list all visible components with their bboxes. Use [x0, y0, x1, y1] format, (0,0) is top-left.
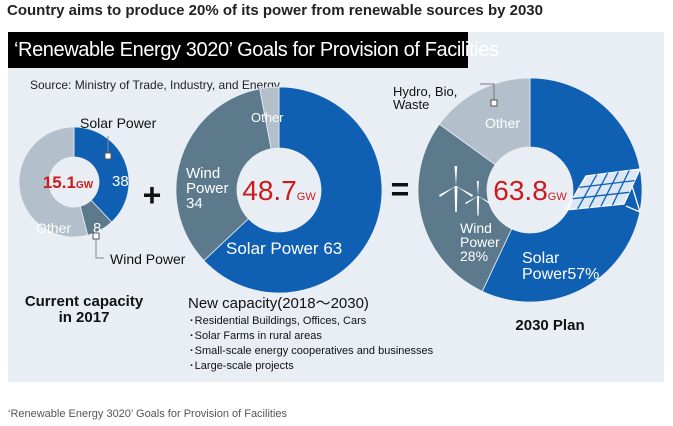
plus-operator: +: [143, 177, 162, 213]
bullet-item: Large-scale projects: [190, 359, 433, 374]
bullet-item: Solar Farms in rural areas: [190, 329, 433, 344]
wind-turbine-icon: [439, 166, 473, 212]
wind-turbine-icon: [465, 181, 491, 216]
equals-operator: =: [391, 171, 410, 207]
plan-2030-label: 2030 Plan: [515, 317, 585, 334]
bullet-item: Residential Buildings, Offices, Cars: [190, 314, 433, 329]
slice-label-solar: Solar Power57%: [522, 250, 599, 283]
callout-marker: [104, 152, 112, 160]
new-capacity-label: New capacity(2018～2030): [188, 295, 369, 312]
callout-line: [95, 236, 104, 259]
donut-center: [49, 157, 99, 207]
total-value: 48.7GW: [242, 175, 316, 206]
donut-new-capacity: 48.7GW Solar Power 63 Wind Power 34 Other: [175, 86, 383, 294]
callout-marker: [92, 232, 100, 240]
donut-center: [487, 147, 573, 233]
slice-label-other: Other: [251, 110, 284, 125]
donut-2030-plan: 63.8GW Solar Power57% Wind Power 28% Other Hydr…: [393, 77, 643, 303]
slice-label-other: Other: [36, 220, 71, 236]
total-value: 63.8GW: [493, 175, 567, 206]
slice-label-other: Other: [485, 115, 520, 131]
donut-current-2017: 15.1GW 38 8 Other Solar Power Wind Power: [18, 115, 186, 267]
bullet-item: Small-scale energy cooperatives and busi…: [190, 344, 433, 359]
callout-hydro-bio-waste: Hydro, Bio, Waste: [393, 84, 457, 112]
image-caption: ‘Renewable Energy 3020’ Goals for Provis…: [8, 408, 288, 420]
banner-title: ‘Renewable Energy 3020’ Goals for Provis…: [8, 32, 499, 68]
current-capacity-line1: Current capacity: [24, 293, 144, 310]
slice-label-solar: 38: [112, 173, 129, 190]
donut-center: [237, 148, 321, 232]
callout-wind-power: Wind Power: [110, 251, 186, 267]
slice-label-wind: Wind Power 28%: [460, 220, 500, 264]
total-value: 15.1GW: [43, 173, 94, 192]
callout-line: [480, 83, 495, 102]
solar-panel-icon: [564, 168, 642, 214]
slice-label-wind: Wind Power 34: [186, 165, 229, 212]
headline: Country aims to produce 20% of its power…: [7, 2, 543, 19]
slice-label-wind: 8: [93, 220, 101, 237]
source-note: Source: Ministry of Trade, Industry, and…: [30, 78, 280, 92]
current-capacity-label: Current capacity in 2017: [24, 294, 144, 326]
new-capacity-bullets: Residential Buildings, Offices, Cars Sol…: [190, 314, 433, 374]
callout-marker: [490, 99, 498, 107]
current-capacity-line2: in 2017: [58, 309, 110, 326]
callout-solar-power: Solar Power: [80, 115, 157, 131]
slice-label-solar: Solar Power 63: [226, 239, 342, 258]
